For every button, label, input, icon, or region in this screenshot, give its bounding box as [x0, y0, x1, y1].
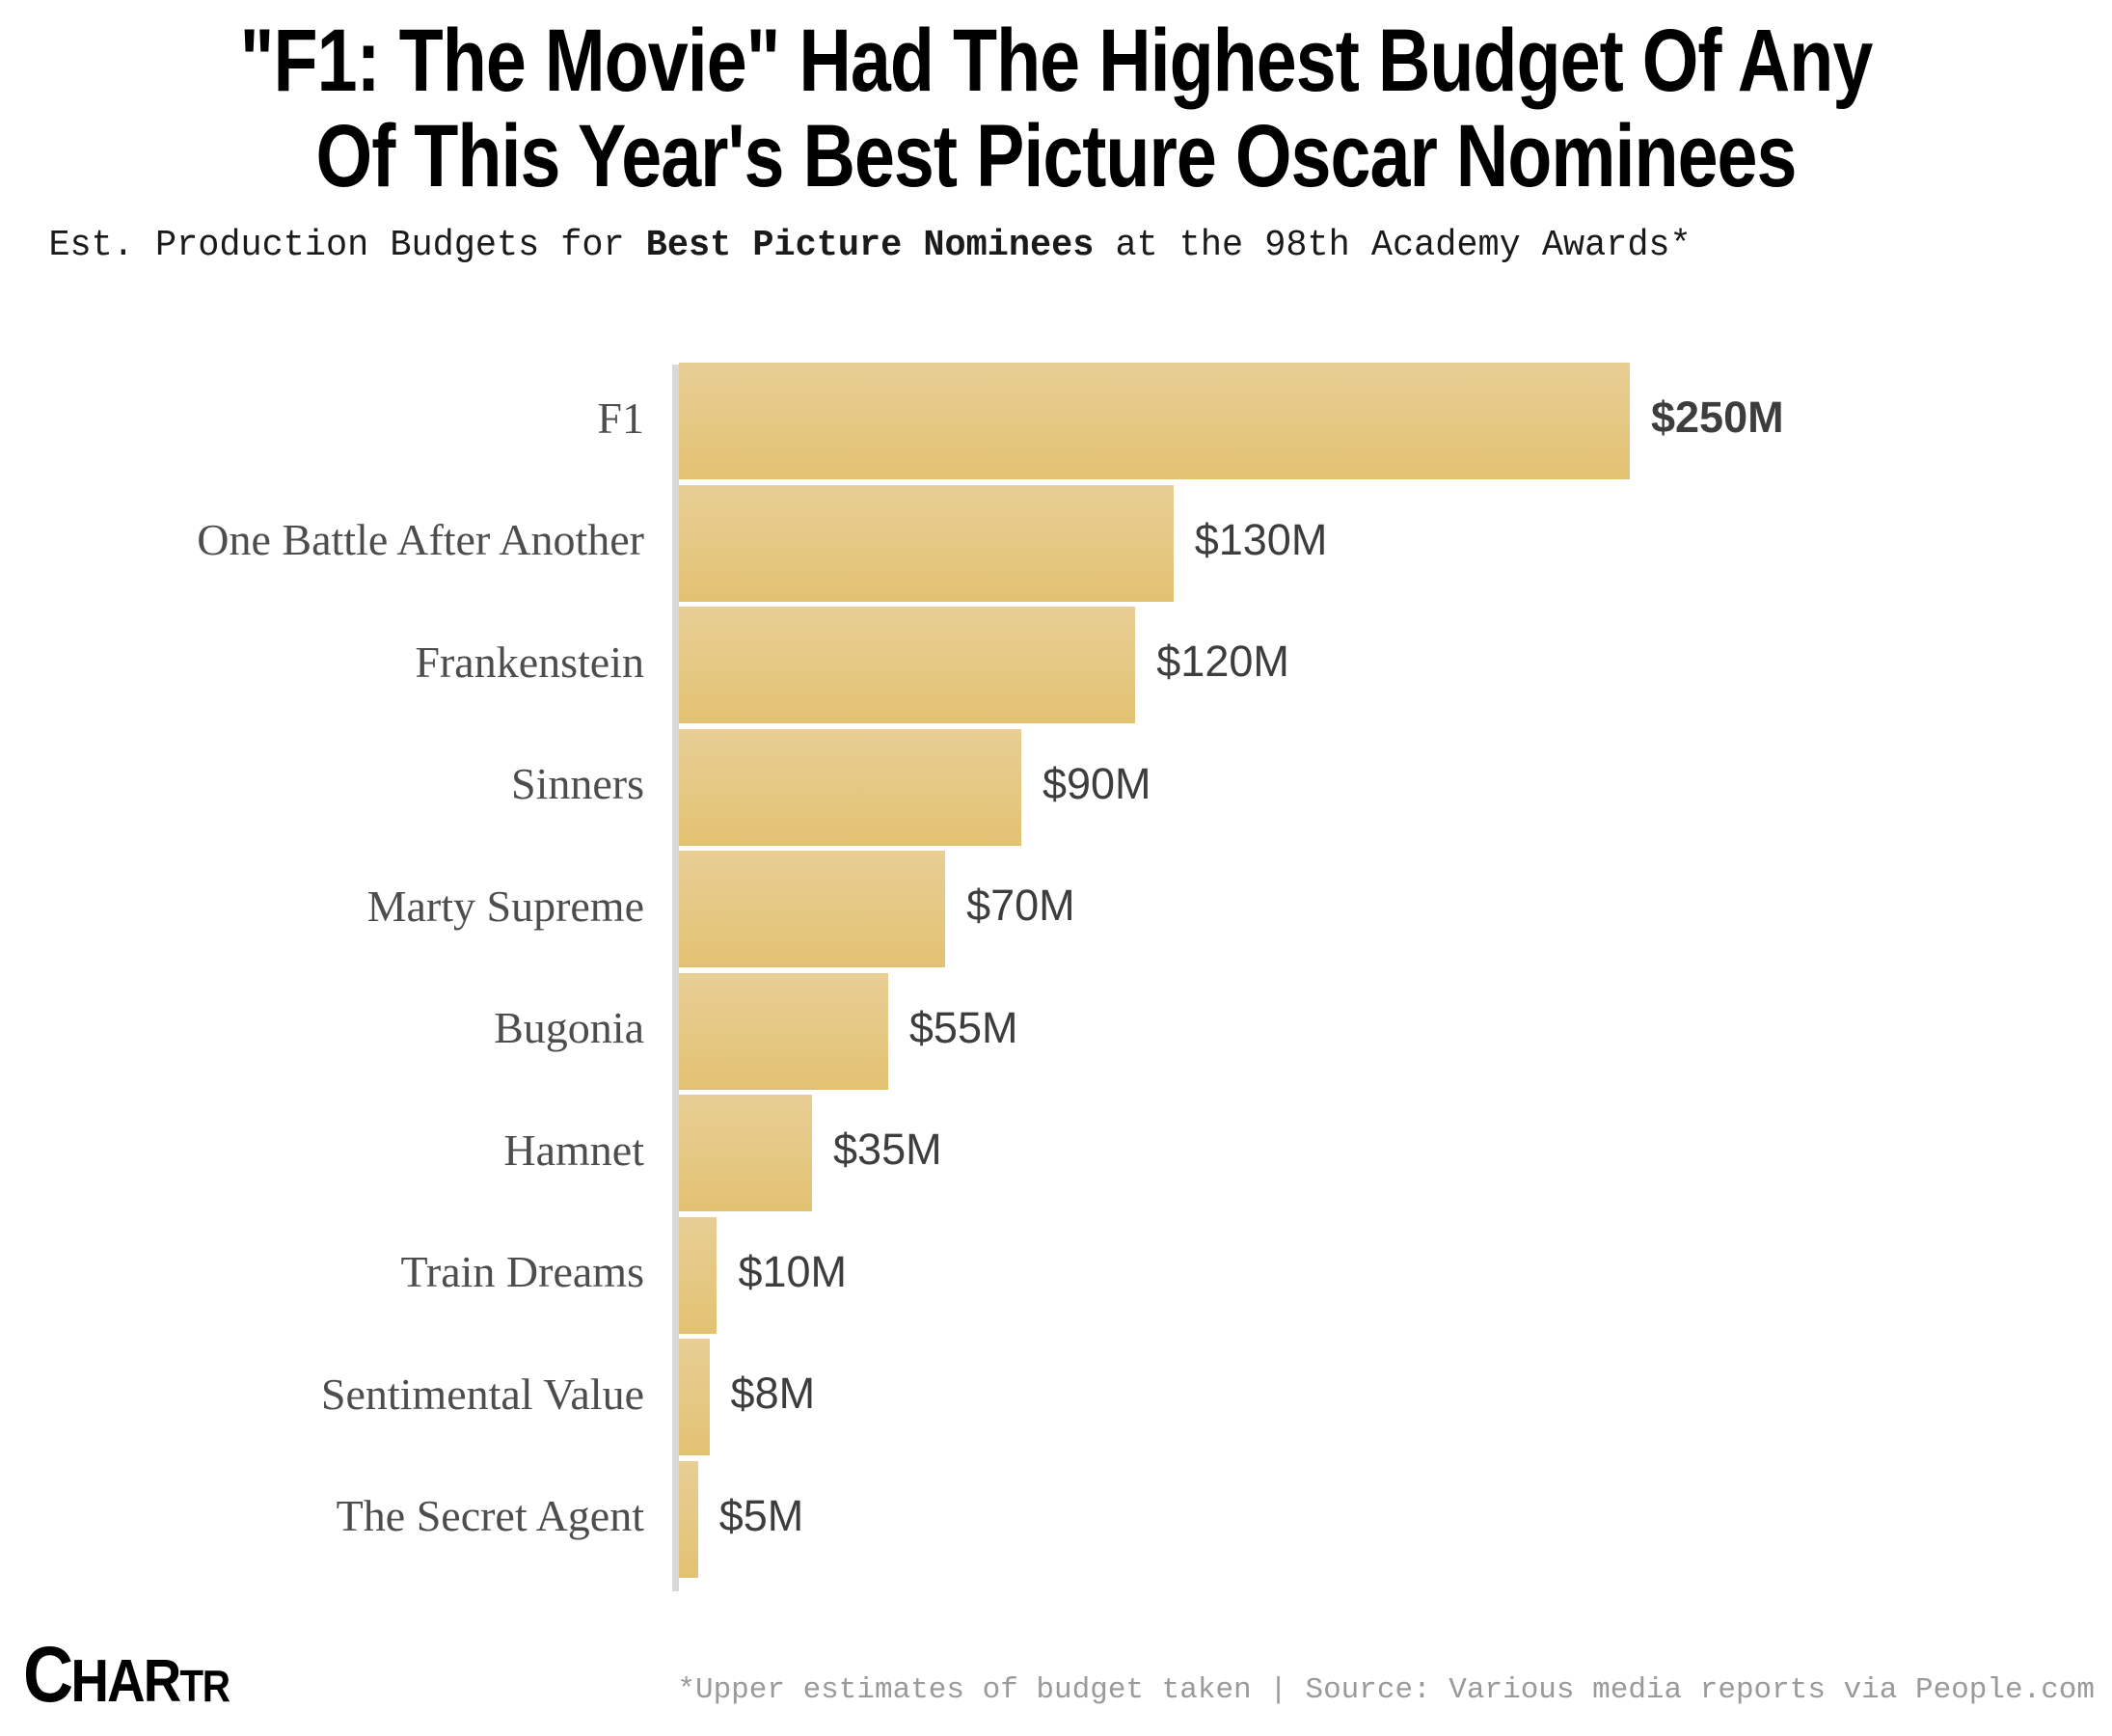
bar-value-label: $10M — [738, 1246, 848, 1296]
bar-value-label: $130M — [1194, 514, 1328, 564]
bar[interactable] — [679, 1095, 813, 1211]
bar-value-label: $55M — [908, 1002, 1018, 1052]
subtitle-emphasis: Best Picture Nominees — [645, 224, 1095, 266]
bar-value-label: $90M — [1042, 758, 1151, 808]
bar[interactable] — [679, 363, 1630, 479]
source-note: *Upper estimates of budget taken | Sourc… — [677, 1673, 2095, 1707]
chart-footer: C HAR TR *Upper estimates of budget taken … — [0, 1630, 2112, 1736]
bar[interactable] — [679, 1216, 718, 1334]
bar-row[interactable]: Frankenstein $120M — [0, 601, 2112, 723]
bar-value-label: $5M — [718, 1490, 804, 1540]
bar[interactable] — [679, 1339, 710, 1455]
subtitle-pre: Est. Production Budgets for — [48, 224, 646, 266]
bar-value-label: $120M — [1156, 637, 1289, 686]
bar-category-label: F1 — [597, 393, 644, 443]
y-axis-line — [672, 365, 679, 1591]
chartr-logo: C HAR TR — [23, 1636, 230, 1715]
page-title: "F1: The Movie" Had The Highest Budget O… — [239, 12, 1874, 206]
bar-row[interactable]: Hamnet $35M — [0, 1089, 2112, 1211]
bar-category-label: Bugonia — [494, 1003, 644, 1052]
bar[interactable] — [679, 1460, 698, 1578]
bar-value-label: $35M — [833, 1125, 942, 1174]
bar-row[interactable]: Sentimental Value $8M — [0, 1333, 2112, 1455]
bar[interactable] — [679, 728, 1021, 846]
logo-part-c: C — [23, 1631, 73, 1719]
bar-row[interactable]: F1 $250M — [0, 357, 2112, 479]
chart-subtitle: Est. Production Budgets for Best Picture… — [0, 205, 2048, 269]
bar[interactable] — [679, 607, 1136, 723]
bar-value-label: $8M — [730, 1369, 816, 1418]
bar[interactable] — [679, 972, 888, 1090]
logo-part-har: HAR — [70, 1648, 181, 1715]
bar-row[interactable]: Bugonia $55M — [0, 967, 2112, 1090]
bar-row[interactable]: The Secret Agent $5M — [0, 1455, 2112, 1578]
bar-category-label: Sentimental Value — [320, 1369, 644, 1419]
bar-row[interactable]: Marty Supreme $70M — [0, 845, 2112, 967]
bar-chart-plot: F1 $250M One Battle After Another $130M Fran… — [0, 357, 2112, 1601]
bar-category-label: The Secret Agent — [336, 1491, 644, 1540]
bar-category-label: Sinners — [511, 759, 644, 808]
bar[interactable] — [679, 851, 946, 967]
bar[interactable] — [679, 484, 1174, 602]
bar-row[interactable]: One Battle After Another $130M — [0, 479, 2112, 602]
bar-category-label: Frankenstein — [415, 637, 644, 687]
bar-category-label: One Battle After Another — [197, 515, 644, 564]
chart-header: "F1: The Movie" Had The Highest Budget O… — [0, 0, 2112, 268]
bar-value-label: $250M — [1651, 393, 1784, 442]
bar-row[interactable]: Sinners $90M — [0, 723, 2112, 846]
bar-category-label: Train Dreams — [400, 1247, 644, 1296]
bar-value-label: $70M — [966, 881, 1075, 930]
bar-category-label: Marty Supreme — [366, 881, 644, 931]
logo-part-tr: TR — [179, 1661, 230, 1711]
bar-category-label: Hamnet — [503, 1125, 644, 1175]
bar-row[interactable]: Train Dreams $10M — [0, 1211, 2112, 1334]
subtitle-post: at the 98th Academy Awards* — [1094, 224, 1692, 266]
